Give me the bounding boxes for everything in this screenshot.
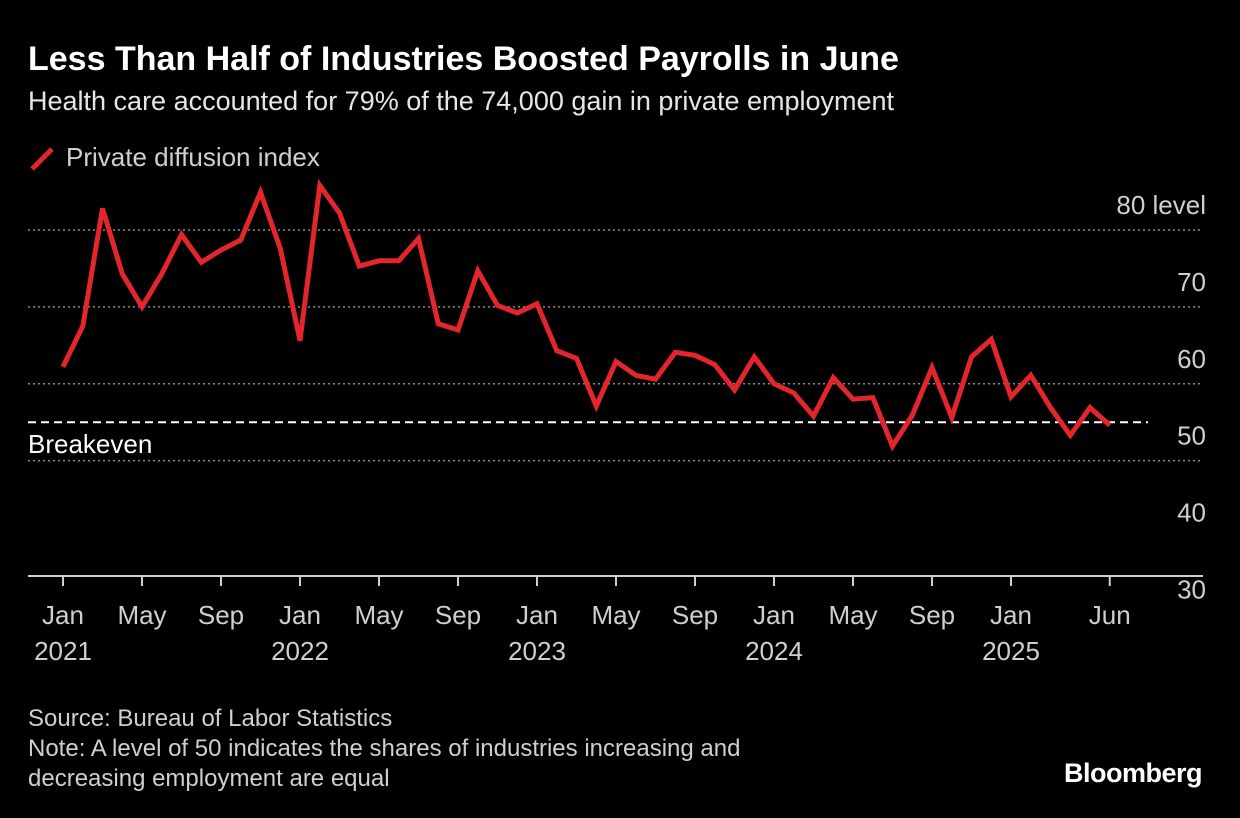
- y-tick-label: 50: [1177, 421, 1206, 451]
- note-line-2: decreasing employment are equal: [28, 765, 390, 792]
- y-tick-label: 60: [1177, 344, 1206, 374]
- x-tick-label-year: 2023: [508, 636, 566, 666]
- x-tick-label-month: May: [591, 600, 640, 630]
- x-tick-label-month: Sep: [435, 600, 481, 630]
- series-line-private-diffusion-index: [60, 178, 1112, 452]
- x-tick-label-month: Jun: [1089, 600, 1131, 630]
- chart-subtitle: Health care accounted for 79% of the 74,…: [28, 86, 895, 116]
- line-chart: 30 40 50 60 70 80 level Breakeven Jan 2021 May Sep…: [28, 178, 1206, 666]
- y-tick-label: 70: [1177, 267, 1206, 297]
- x-tick-label-month: Jan: [42, 600, 84, 630]
- x-tick-label-month: May: [354, 600, 403, 630]
- x-tick-label-month: Jan: [516, 600, 558, 630]
- legend-label: Private diffusion index: [66, 142, 320, 172]
- bloomberg-logo: Bloomberg: [1063, 758, 1203, 788]
- y-tick-label: 30: [1177, 574, 1206, 604]
- x-tick-label-month: May: [117, 600, 166, 630]
- x-tick-label-month: Sep: [909, 600, 955, 630]
- chart-title: Less Than Half of Industries Boosted Pay…: [28, 40, 899, 78]
- breakeven-label: Breakeven: [28, 429, 152, 459]
- x-tick-label-year: 2025: [982, 636, 1040, 666]
- x-tick-label-year: 2024: [745, 636, 803, 666]
- x-tick-label-month: Jan: [279, 600, 321, 630]
- x-tick-label-month: Jan: [990, 600, 1032, 630]
- note-line-1: Note: A level of 50 indicates the shares…: [28, 735, 741, 762]
- x-tick-label-month: May: [828, 600, 877, 630]
- legend-swatch-icon: [30, 146, 54, 171]
- y-tick-label: 40: [1177, 498, 1206, 528]
- x-tick-label-month: Jan: [753, 600, 795, 630]
- footer: Source: Bureau of Labor Statistics Note:…: [28, 704, 740, 794]
- legend: Private diffusion index: [28, 142, 320, 173]
- x-tick-label-month: Sep: [672, 600, 718, 630]
- x-tick-label-year: 2021: [34, 636, 92, 666]
- x-tick-label-month: Sep: [198, 600, 244, 630]
- x-tick-label-year: 2022: [271, 636, 329, 666]
- y-tick-label: 80 level: [1116, 190, 1206, 220]
- source-note: Source: Bureau of Labor Statistics: [28, 705, 393, 732]
